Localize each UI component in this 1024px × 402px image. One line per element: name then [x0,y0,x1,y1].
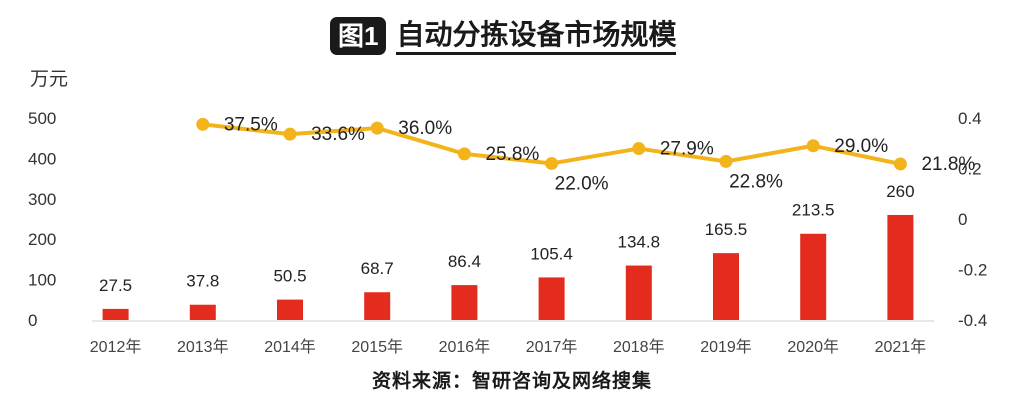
source-note: 资料来源：智研咨询及网络搜集 [371,371,652,392]
y-tick-label: 0 [28,311,37,330]
bar [538,277,565,320]
growth-point [632,142,646,156]
bar-value-label: 105.4 [530,244,573,263]
bar-value-label: 27.5 [99,276,132,295]
growth-label: 21.8% [921,154,975,175]
growth-label: 22.8% [729,171,783,192]
x-tick-label: 2019年 [700,338,752,356]
bar [189,304,216,320]
figure-badge: 图1 [330,17,387,55]
y2-tick-label: -0.4 [958,311,987,330]
x-tick-label: 2013年 [177,338,229,356]
bar [451,285,478,320]
growth-point [545,156,559,170]
growth-label: 37.5% [224,114,278,135]
x-tick-label: 2017年 [526,338,578,356]
y2-tick-label: 0 [958,210,967,229]
bar-value-label: 50.5 [273,267,306,286]
bar-value-label: 260 [886,182,914,201]
growth-label: 22.0% [555,173,609,194]
y2-tick-label: 0.2 [958,160,982,179]
x-tick-label: 2021年 [875,338,927,356]
growth-label: 33.6% [311,124,365,145]
growth-label: 25.8% [485,144,539,165]
growth-point [370,121,384,135]
bar-value-label: 68.7 [361,259,394,278]
x-tick-label: 2014年 [264,338,316,356]
y-tick-label: 100 [28,271,56,290]
growth-point [806,139,820,153]
growth-point [719,154,733,168]
bar-value-label: 165.5 [705,220,748,239]
bar [364,292,391,320]
growth-label: 36.0% [398,118,452,139]
x-tick-label: 2020年 [787,338,839,356]
x-tick-label: 2018年 [613,338,665,356]
title-text: 自动分拣设备市场规模 [396,18,677,55]
y-tick-label: 500 [28,109,56,128]
growth-point [457,147,471,161]
y-tick-label: 200 [28,230,56,249]
x-tick-label: 2016年 [439,338,491,356]
x-tick-label: 2015年 [351,338,403,356]
bar [277,299,303,320]
bar [102,308,129,320]
bar-value-label: 37.8 [186,272,219,291]
growth-label: 27.9% [660,139,714,160]
y-tick-label: 300 [28,190,56,209]
bar [625,265,652,320]
chart-title: 图1 自动分拣设备市场规模 [330,16,677,56]
y2-tick-label: 0.4 [958,109,982,128]
bar-value-label: 134.8 [618,233,661,252]
x-tick-label: 2012年 [90,338,142,356]
bar [887,214,914,320]
bar-value-label: 213.5 [792,201,835,220]
growth-label: 29.0% [834,136,888,157]
growth-point [893,157,907,171]
growth-point [196,117,210,131]
bar [800,233,827,320]
bar-value-label: 86.4 [448,252,481,271]
bar [713,253,739,320]
y-tick-label: 400 [28,149,56,168]
left-axis-unit: 万元 [30,69,69,90]
y2-tick-label: -0.2 [958,261,987,280]
growth-point [283,127,297,141]
